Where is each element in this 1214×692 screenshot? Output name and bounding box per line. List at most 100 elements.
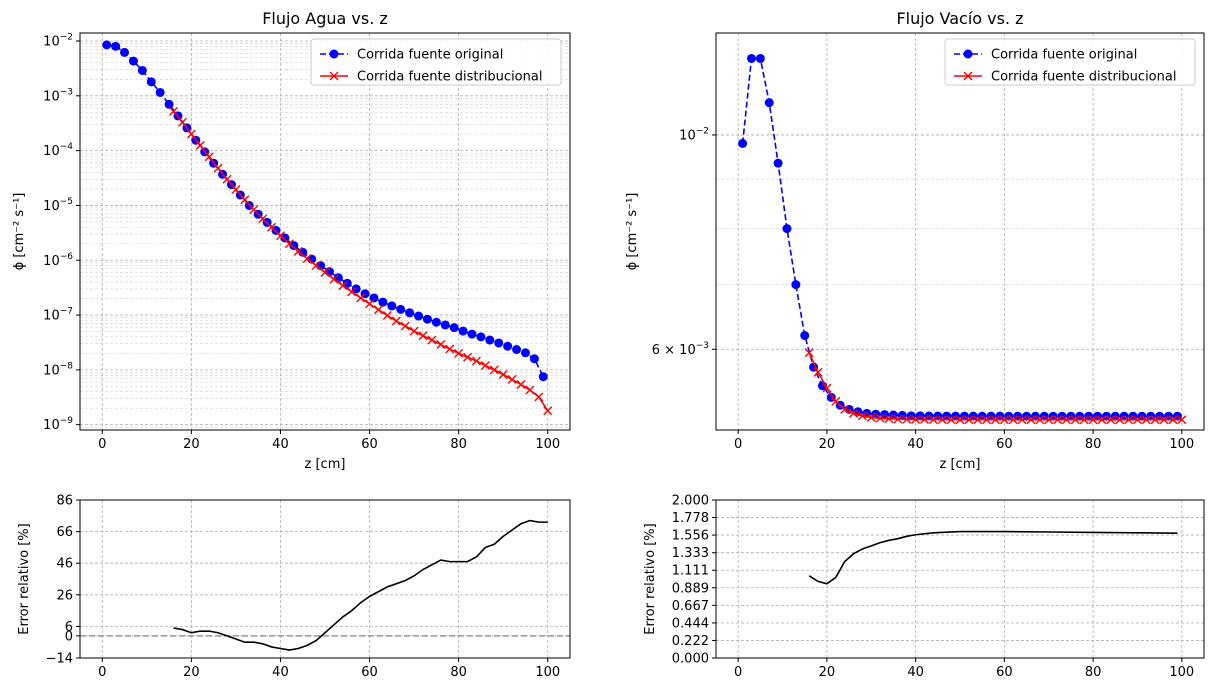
- data-point: [169, 106, 179, 116]
- data-point: [804, 348, 814, 358]
- data-point: [791, 280, 801, 290]
- data-point: [755, 53, 765, 63]
- data-point: [990, 415, 1000, 425]
- data-point: [382, 311, 392, 321]
- data-point-stroke: [1106, 415, 1116, 425]
- data-point: [267, 222, 277, 232]
- data-point: [440, 320, 450, 330]
- data-point: [738, 138, 748, 148]
- y-tick-base: 10: [43, 363, 60, 378]
- data-point: [302, 254, 312, 264]
- y-tick-label: 0: [65, 629, 73, 644]
- data-point-stroke: [471, 356, 481, 366]
- data-point: [391, 316, 401, 326]
- x-tick-label: 100: [1169, 437, 1194, 452]
- data-point-stroke: [831, 396, 841, 406]
- y-tick-label: 1.111: [672, 564, 709, 579]
- data-point: [1017, 415, 1027, 425]
- data-point-stroke: [454, 348, 464, 358]
- data-point: [356, 293, 366, 303]
- data-point-stroke: [275, 231, 285, 241]
- data-point: [128, 56, 138, 66]
- data-point: [396, 304, 406, 314]
- data-point: [342, 278, 352, 288]
- data-point: [471, 356, 481, 366]
- data-point: [1035, 415, 1045, 425]
- y-tick-label: 10−3: [43, 87, 73, 104]
- y-tick-base: 10: [43, 89, 60, 104]
- x-tick-label: 60: [996, 665, 1013, 680]
- data-point-stroke: [222, 174, 232, 184]
- data-point: [155, 87, 165, 97]
- data-point: [102, 40, 112, 50]
- data-point: [240, 195, 250, 205]
- data-point: [436, 340, 446, 350]
- x-tick-label: 60: [996, 437, 1013, 452]
- x-tick-label: 0: [98, 665, 106, 680]
- legend-marker: [963, 49, 973, 59]
- data-point: [964, 415, 974, 425]
- data-point: [231, 185, 241, 195]
- data-point: [489, 365, 499, 375]
- data-point-stroke: [507, 374, 517, 384]
- data-point: [893, 414, 903, 424]
- data-point: [249, 205, 259, 215]
- data-point-stroke: [1035, 415, 1045, 425]
- legend-box: [310, 38, 562, 86]
- y-tick-label: 26: [56, 588, 73, 603]
- data-point-stroke: [302, 254, 312, 264]
- data-point: [480, 361, 490, 371]
- data-point-stroke: [347, 287, 357, 297]
- data-point-stroke: [1115, 415, 1125, 425]
- data-point-stroke: [1088, 415, 1098, 425]
- data-point-stroke: [382, 311, 392, 321]
- data-point: [1053, 415, 1063, 425]
- data-point-stroke: [1061, 415, 1071, 425]
- data-point: [538, 372, 548, 382]
- legend-item: Corrida fuente original: [954, 48, 1137, 63]
- y-tick-exponent: −8: [60, 361, 74, 371]
- legend-label: Corrida fuente original: [991, 48, 1137, 63]
- data-point: [800, 331, 810, 341]
- data-point-stroke: [884, 414, 894, 424]
- data-point: [1159, 415, 1169, 425]
- data-point: [543, 406, 553, 416]
- data-point: [1106, 415, 1116, 425]
- data-point: [445, 344, 455, 354]
- data-point-stroke: [534, 392, 544, 402]
- data-point: [849, 408, 859, 418]
- data-point: [1070, 415, 1080, 425]
- data-point-stroke: [813, 367, 823, 377]
- data-point-stroke: [365, 299, 375, 309]
- data-point-stroke: [1150, 415, 1160, 425]
- data-point-stroke: [445, 344, 455, 354]
- y-tick-label: 6: [65, 620, 73, 635]
- data-point: [1088, 415, 1098, 425]
- x-tick-label: 60: [361, 437, 378, 452]
- data-point: [507, 374, 517, 384]
- data-point-stroke: [1053, 415, 1063, 425]
- y-tick-label: 10−6: [43, 252, 73, 269]
- data-point: [405, 308, 415, 318]
- data-point-stroke: [258, 214, 268, 224]
- y-tick-exponent: −2: [60, 33, 73, 43]
- x-tick-label: 20: [819, 437, 836, 452]
- data-point-stroke: [1177, 415, 1187, 425]
- data-point-stroke: [946, 415, 956, 425]
- data-point-stroke: [373, 305, 383, 315]
- y-tick-label: 0.000: [672, 652, 709, 667]
- data-point: [186, 129, 196, 139]
- data-point-stroke: [804, 348, 814, 358]
- data-point-stroke: [543, 406, 553, 416]
- data-point: [764, 98, 774, 108]
- data-point: [400, 321, 410, 331]
- data-point: [955, 415, 965, 425]
- data-point: [378, 297, 388, 307]
- data-point: [746, 53, 756, 63]
- data-point-stroke: [525, 385, 535, 395]
- data-point: [329, 274, 339, 284]
- data-point: [498, 370, 508, 380]
- data-point-stroke: [990, 415, 1000, 425]
